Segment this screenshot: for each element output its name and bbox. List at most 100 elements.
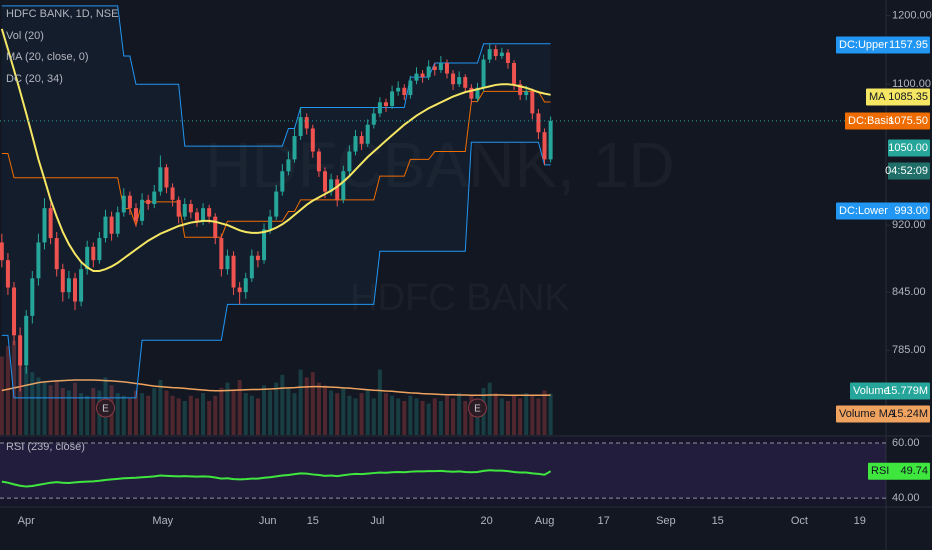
candle-body [463, 77, 468, 88]
candle-body [469, 87, 474, 99]
x-tick-label: Oct [791, 515, 808, 527]
candle-body [390, 91, 395, 107]
volume-bar [499, 398, 504, 435]
symbol-title: HDFC BANK, 1D, NSE [6, 8, 118, 20]
volume-bar [48, 385, 53, 435]
volume-bar [182, 400, 187, 435]
volume-bar [396, 398, 401, 435]
volume-bar [121, 395, 126, 435]
candle-body [286, 159, 291, 172]
candle-body [48, 208, 53, 239]
candle-body [60, 269, 65, 293]
volume-bar [0, 356, 4, 435]
candle-body [505, 52, 510, 64]
candle-body [5, 260, 10, 288]
candle-body [152, 191, 157, 204]
candle-body [262, 229, 267, 261]
volume-bar [335, 393, 340, 435]
candle-body [213, 216, 218, 239]
volume-bar [426, 403, 431, 435]
candle-body [353, 136, 358, 152]
volume-bar [268, 390, 273, 435]
volume-bar [60, 387, 65, 435]
volume-bar [383, 393, 388, 435]
series-tag-name: MA [869, 91, 886, 103]
watermark: HDFC BANK [350, 277, 570, 319]
rsi-tick-label: 60.00 [892, 437, 920, 449]
volume-bar [42, 382, 47, 435]
volume-bar [213, 395, 218, 435]
candle-body [243, 278, 248, 293]
volume-bar [237, 380, 242, 435]
candle-body [377, 102, 382, 114]
last-price-tag-value: 1050.00 [888, 142, 928, 154]
candle-body [487, 49, 492, 60]
candle-body [170, 187, 175, 200]
candle-body [420, 73, 425, 78]
volume-bar [512, 395, 517, 435]
candle-body [225, 255, 230, 270]
volume-bar [262, 385, 267, 435]
candle-body [292, 136, 297, 160]
candle-body [383, 102, 388, 107]
volume-bar [451, 398, 456, 435]
y-tick-label: 845.00 [892, 286, 926, 298]
x-tick-label: 19 [854, 515, 866, 527]
candle-body [335, 179, 340, 200]
volume-bar [420, 400, 425, 435]
volume-bar [194, 398, 199, 435]
candle-body [188, 203, 193, 213]
series-tag-value: 1157.95 [889, 39, 928, 51]
candle-body [359, 136, 364, 144]
volume-bar [79, 393, 84, 435]
volume-bar [73, 382, 78, 435]
volume-bar [18, 361, 23, 435]
series-tag-box [845, 112, 930, 130]
volume-ma-tag-box [836, 405, 930, 423]
volume-bar [280, 374, 285, 435]
volume-bar [5, 346, 10, 435]
candle-body [158, 167, 163, 192]
candle-body [310, 128, 315, 152]
earnings-label: E [474, 404, 481, 415]
volume-bar [127, 398, 132, 435]
candle-body [24, 315, 29, 366]
candle-body [542, 132, 547, 160]
countdown-tag-box [888, 162, 930, 180]
rsi-tick-label: 40.00 [892, 492, 920, 504]
volume-bar [298, 369, 303, 435]
candle-body [42, 208, 47, 243]
volume-bar [24, 366, 29, 435]
candle-body [207, 208, 212, 217]
volume-bar [219, 387, 224, 435]
candle-body [329, 179, 334, 192]
volume-bar [140, 393, 145, 435]
volume-ma-line [1, 379, 551, 396]
volume-bar [54, 380, 59, 435]
volume-bar [365, 390, 370, 435]
ma-line [0, 28, 551, 272]
volume-bar [66, 390, 71, 435]
volume-bar [91, 387, 96, 435]
candle-body [146, 199, 151, 204]
candle-body [396, 87, 401, 92]
candle-body [524, 91, 529, 96]
candle-body [365, 124, 370, 144]
last-price-tag-box [888, 139, 930, 157]
series-tag-name: DC:Lower [839, 205, 888, 217]
candle-body [371, 113, 376, 125]
volume-bar [524, 393, 529, 435]
candle-body [30, 278, 35, 316]
volume-bar [341, 387, 346, 435]
candle-body [127, 195, 132, 209]
candle-body [481, 59, 486, 88]
candle-body [444, 63, 449, 74]
volume-bar [408, 395, 413, 435]
candle-body [36, 242, 41, 279]
volume-bar [323, 385, 328, 435]
volume-bar [432, 398, 437, 435]
candle-body [548, 120, 553, 160]
volume-bar [231, 390, 236, 435]
